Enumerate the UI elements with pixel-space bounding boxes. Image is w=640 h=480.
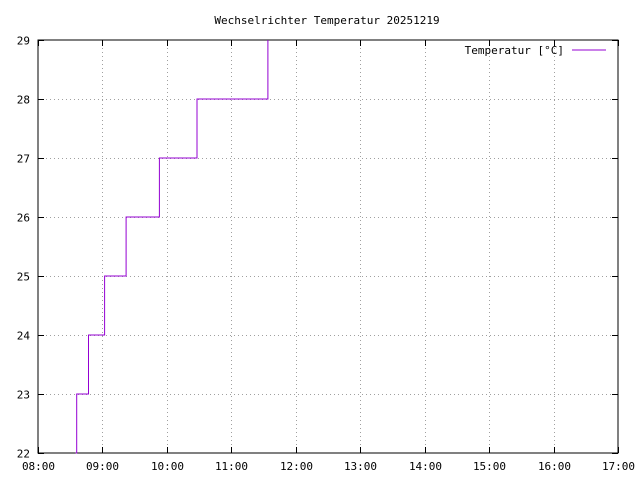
x-tick-label: 14:00 [409, 460, 442, 473]
x-axis-tick-labels: 08:00 09:00 10:00 11:00 12:00 13:00 14:00 15:00… [22, 460, 635, 473]
y-tick-label: 23 [17, 389, 30, 402]
grid-lines [38, 40, 618, 453]
y-tick-label: 27 [17, 153, 30, 166]
x-tick-label: 09:00 [86, 460, 119, 473]
x-tick-label: 08:00 [22, 460, 55, 473]
plot-frame [37, 39, 619, 454]
y-tick-label: 22 [17, 448, 30, 461]
x-tick-label: 16:00 [538, 460, 571, 473]
y-tick-label: 29 [17, 35, 30, 48]
y-tick-label: 26 [17, 212, 30, 225]
x-tick-label: 15:00 [473, 460, 506, 473]
x-tick-label: 13:00 [344, 460, 377, 473]
chart-title: Wechselrichter Temperatur 20251219 [214, 14, 439, 27]
y-axis-tick-labels: 22 23 24 25 26 27 28 29 [17, 35, 31, 461]
y-tick-label: 25 [17, 271, 30, 284]
x-tick-label: 17:00 [602, 460, 635, 473]
y-tick-label: 24 [17, 330, 31, 343]
x-tick-label: 10:00 [151, 460, 184, 473]
legend-label: Temperatur [°C] [465, 44, 564, 57]
y-tick-label: 28 [17, 94, 30, 107]
legend: Temperatur [°C] [465, 44, 606, 57]
x-tick-label: 12:00 [280, 460, 313, 473]
temperature-series-line [75, 40, 269, 454]
axis-ticks [38, 40, 619, 454]
x-tick-label: 11:00 [215, 460, 248, 473]
series-layer [75, 40, 269, 454]
